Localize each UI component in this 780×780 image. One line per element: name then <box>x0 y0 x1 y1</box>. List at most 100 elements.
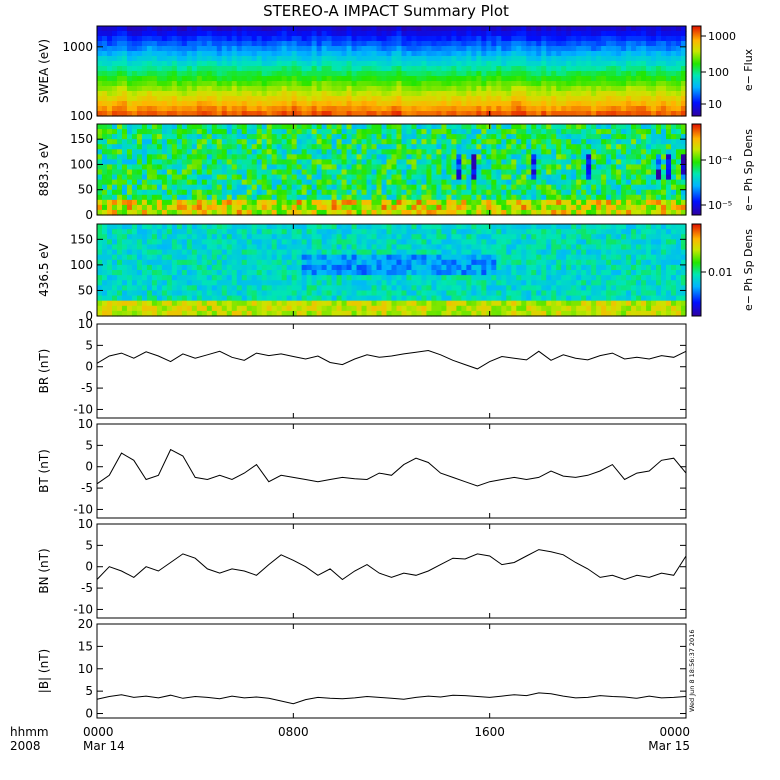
spectrogram-cell <box>116 285 123 292</box>
spectrogram-cell <box>501 76 507 82</box>
spectrogram-cell <box>196 204 203 211</box>
spectrogram-cell <box>446 184 452 191</box>
spectrogram-cell <box>536 51 542 57</box>
spectrogram-cell <box>536 174 542 181</box>
spectrogram-cell <box>211 209 218 216</box>
spectrogram-cell <box>221 41 228 47</box>
spectrogram-cell <box>106 149 113 155</box>
spectrogram-cell <box>206 96 213 102</box>
spectrogram-cell <box>336 144 343 150</box>
spectrogram-cell <box>261 244 268 251</box>
spectrogram-cell <box>666 174 672 181</box>
spectrogram-cell <box>106 139 113 145</box>
spectrogram-cell <box>261 111 268 117</box>
spectrogram-cell <box>406 194 413 201</box>
spectrogram-cell <box>181 139 188 145</box>
spectrogram-cell <box>456 149 462 155</box>
spectrogram-cell <box>476 36 482 42</box>
spectrogram-cell <box>416 56 423 62</box>
spectrogram-cell <box>241 164 248 171</box>
spectrogram-cell <box>661 86 667 92</box>
spectrogram-cell <box>451 56 457 62</box>
spectrogram-cell <box>446 124 452 130</box>
spectrogram-cell <box>361 66 368 72</box>
spectrogram-cell <box>516 144 522 150</box>
spectrogram-cell <box>451 26 457 32</box>
spectrogram-cell <box>136 81 143 87</box>
spectrogram-cell <box>196 270 203 276</box>
spectrogram-cell <box>181 66 188 72</box>
spectrogram-cell <box>146 209 153 216</box>
spectrogram-cell <box>511 189 517 196</box>
spectrogram-cell <box>221 56 228 62</box>
spectrogram-cell <box>301 139 308 145</box>
spectrogram-cell <box>206 91 213 97</box>
spectrogram-cell <box>621 31 627 37</box>
spectrogram-cell <box>341 174 348 181</box>
spectrogram-cell <box>431 56 438 62</box>
spectrogram-cell <box>611 61 617 67</box>
spectrogram-cell <box>201 209 208 216</box>
spectrogram-cell <box>231 179 238 186</box>
spectrogram-cell <box>346 179 353 186</box>
spectrogram-cell <box>501 139 507 145</box>
spectrogram-cell <box>491 169 497 176</box>
spectrogram-cell <box>261 300 268 307</box>
spectrogram-cell <box>391 179 398 186</box>
spectrogram-cell <box>161 96 168 102</box>
spectrogram-cell <box>436 149 443 155</box>
spectrogram-cell <box>381 56 388 62</box>
spectrogram-cell <box>381 26 388 32</box>
spectrogram-cell <box>466 194 472 201</box>
spectrogram-cell <box>456 204 462 211</box>
spectrogram-cell <box>276 295 283 302</box>
spectrogram-cell <box>321 81 328 87</box>
spectrogram-cell <box>501 174 507 181</box>
spectrogram-cell <box>236 270 243 276</box>
spectrogram-cell <box>506 111 512 117</box>
spectrogram-cell <box>531 96 537 102</box>
spectrogram-cell <box>646 149 652 155</box>
spectrogram-cell <box>471 194 477 201</box>
spectrogram-cell <box>371 26 378 32</box>
spectrogram-cell <box>176 239 183 246</box>
spectrogram-cell <box>441 154 448 160</box>
spectrogram-cell <box>506 41 512 47</box>
spectrogram-cell <box>351 31 358 37</box>
spectrogram-cell <box>216 124 223 130</box>
spectrogram-cell <box>351 139 358 145</box>
spectrogram-cell <box>111 209 118 216</box>
spectrogram-cell <box>416 124 423 130</box>
spectrogram-cell <box>141 66 148 72</box>
spectrogram-cell <box>226 254 233 261</box>
spectrogram-cell <box>511 41 517 47</box>
spectrogram-cell <box>251 76 258 82</box>
spectrogram-cell <box>656 86 662 92</box>
spectrogram-cell <box>591 71 597 77</box>
spectrogram-cell <box>321 41 328 47</box>
spectrogram-cell <box>226 124 233 130</box>
spectrogram-cell <box>661 199 667 206</box>
spectrogram-cell <box>251 26 258 32</box>
spectrogram-cell <box>231 66 238 72</box>
spectrogram-cell <box>266 209 273 216</box>
spectrogram-cell <box>121 51 128 57</box>
spectrogram-cell <box>561 139 567 145</box>
spectrogram-cell <box>386 209 393 216</box>
spectrogram-cell <box>131 91 138 97</box>
spectrogram-cell <box>241 71 248 77</box>
spectrogram-cell <box>161 46 168 52</box>
spectrogram-cell <box>201 86 208 92</box>
spectrogram-cell <box>256 295 263 302</box>
spectrogram-cell <box>211 26 218 32</box>
spectrogram-cell <box>97 106 103 112</box>
spectrogram-cell <box>501 179 507 186</box>
spectrogram-cell <box>121 249 128 256</box>
spectrogram-cell <box>551 194 557 201</box>
spectrogram-cell <box>301 179 308 186</box>
spectrogram-cell <box>461 179 467 186</box>
spectrogram-cell <box>271 31 278 37</box>
spectrogram-cell <box>326 179 333 186</box>
spectrogram-cell <box>151 106 158 112</box>
spectrogram-cell <box>221 111 228 117</box>
